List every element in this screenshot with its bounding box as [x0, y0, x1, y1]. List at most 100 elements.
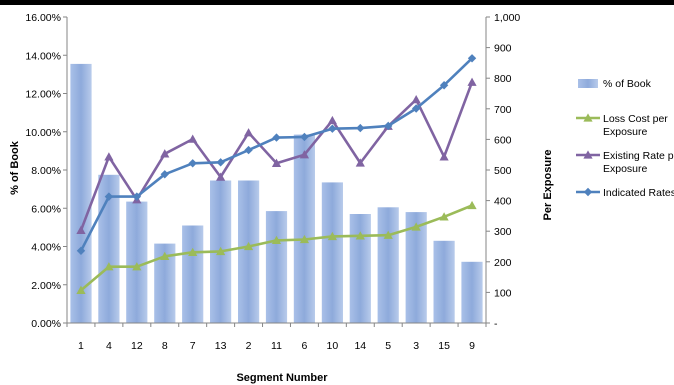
- bar-segment-11: [265, 211, 288, 323]
- point-indicated-rates: [244, 145, 253, 155]
- x-tick-label: 7: [190, 340, 196, 352]
- point-indicated-rates: [188, 159, 197, 168]
- x-tick-label: 13: [215, 340, 227, 352]
- point-indicated-rates: [160, 170, 169, 179]
- bar-segment-9: [461, 261, 483, 323]
- x-tick-label: 8: [162, 340, 168, 352]
- x-tick-label: 11: [271, 340, 282, 352]
- right-tick-label: 1,000: [494, 12, 520, 24]
- point-loss-cost-per-exposure: [467, 200, 477, 210]
- right-tick-label: 200: [494, 257, 512, 269]
- left-tick-label: 6.00%: [31, 203, 61, 215]
- right-tick-label: 600: [494, 134, 512, 146]
- point-loss-cost-per-exposure: [271, 235, 282, 245]
- x-tick-label: 6: [302, 340, 308, 352]
- right-tick-label: 500: [494, 165, 512, 177]
- bar-segment-5: [377, 207, 399, 323]
- left-tick-label: 14.00%: [25, 50, 61, 62]
- right-tick-label: 300: [494, 226, 512, 238]
- legend-marker-existing-rate-per-exposure: [583, 150, 593, 159]
- point-indicated-rates: [132, 192, 142, 201]
- left-tick-label: 4.00%: [31, 242, 61, 254]
- bar-segment-3: [405, 212, 427, 323]
- point-existing-rate-per-exposure: [271, 158, 282, 167]
- point-loss-cost-per-exposure: [104, 262, 114, 271]
- axes-group: 0.00% 2.00% 4.00% 6.00% 8.00% 10.00% 12.00% 14.…: [25, 12, 520, 352]
- point-indicated-rates: [439, 81, 449, 90]
- x-tick-label: 3: [413, 340, 419, 352]
- bar-segment-15: [433, 240, 455, 323]
- bar-segment-1: [70, 63, 92, 324]
- legend-label-existing-rate-per-exposure: Existing Rate per: [603, 150, 674, 162]
- point-loss-cost-per-exposure: [355, 231, 365, 240]
- right-tick-label: 400: [494, 196, 512, 208]
- point-indicated-rates: [216, 158, 225, 167]
- legend-label--of-book: % of Book: [603, 78, 652, 90]
- x-tick-label: 2: [246, 340, 252, 352]
- right-tick-label: 100: [494, 287, 512, 299]
- point-existing-rate-per-exposure: [299, 150, 310, 159]
- point-loss-cost-per-exposure: [216, 246, 226, 256]
- legend-label-existing-rate-per-exposure: Exposure: [603, 163, 648, 175]
- point-loss-cost-per-exposure: [76, 285, 86, 294]
- legend-marker-indicated-rates: [583, 187, 593, 197]
- x-tick-label: 15: [438, 340, 450, 352]
- point-loss-cost-per-exposure: [188, 247, 198, 256]
- left-tick-label: 16.00%: [25, 12, 61, 24]
- point-indicated-rates: [356, 123, 365, 133]
- right-tick-label: -: [494, 318, 498, 330]
- x-tick-label: 10: [327, 340, 339, 352]
- point-indicated-rates: [272, 133, 281, 142]
- point-existing-rate-per-exposure: [216, 172, 226, 181]
- bar-segment-2: [238, 180, 260, 323]
- point-loss-cost-per-exposure: [299, 234, 310, 244]
- bar-segment-8: [154, 243, 176, 323]
- y-axis-title-right: Per Exposure: [542, 150, 554, 221]
- point-existing-rate-per-exposure: [327, 115, 337, 125]
- point-loss-cost-per-exposure: [132, 262, 142, 271]
- bar-segment-14: [349, 214, 371, 323]
- point-indicated-rates: [467, 54, 477, 63]
- left-tick-label: 8.00%: [31, 165, 61, 177]
- point-existing-rate-per-exposure: [467, 77, 477, 86]
- right-tick-label: 800: [494, 73, 512, 85]
- point-loss-cost-per-exposure: [439, 212, 449, 221]
- point-loss-cost-per-exposure: [411, 222, 421, 231]
- legend-marker-loss-cost-per-exposure: [583, 113, 593, 122]
- x-tick-label: 1: [78, 340, 84, 352]
- y-axis-title-left: % of Book: [9, 140, 21, 195]
- lines-group: [76, 54, 477, 294]
- point-existing-rate-per-exposure: [104, 152, 114, 161]
- x-tick-label: 5: [385, 340, 391, 352]
- left-tick-label: 0.00%: [31, 318, 61, 330]
- point-existing-rate-per-exposure: [188, 134, 198, 143]
- bars-group: [70, 63, 483, 324]
- point-existing-rate-per-exposure: [355, 158, 365, 167]
- window-top-bar: [0, 0, 674, 5]
- x-axis-title: Segment Number: [236, 372, 328, 384]
- point-loss-cost-per-exposure: [243, 241, 254, 251]
- point-indicated-rates: [104, 192, 114, 201]
- legend-swatch--of-book: [578, 79, 598, 88]
- point-existing-rate-per-exposure: [160, 149, 170, 158]
- point-indicated-rates: [76, 246, 86, 255]
- bar-segment-7: [182, 225, 204, 323]
- point-existing-rate-per-exposure: [439, 152, 449, 161]
- point-loss-cost-per-exposure: [383, 230, 393, 239]
- bar-segment-6: [293, 134, 315, 323]
- point-existing-rate-per-exposure: [243, 128, 254, 137]
- point-indicated-rates: [300, 132, 309, 142]
- point-indicated-rates: [328, 124, 337, 133]
- point-existing-rate-per-exposure: [411, 95, 421, 104]
- left-tick-label: 12.00%: [25, 89, 61, 101]
- legend-label-loss-cost-per-exposure: Exposure: [603, 126, 648, 138]
- x-tick-label: 9: [469, 340, 475, 352]
- x-tick-label: 12: [131, 340, 143, 352]
- left-tick-label: 2.00%: [31, 280, 61, 292]
- point-loss-cost-per-exposure: [327, 231, 337, 241]
- x-tick-label: 4: [106, 340, 112, 352]
- bar-segment-10: [321, 182, 343, 323]
- right-tick-label: 900: [494, 43, 512, 55]
